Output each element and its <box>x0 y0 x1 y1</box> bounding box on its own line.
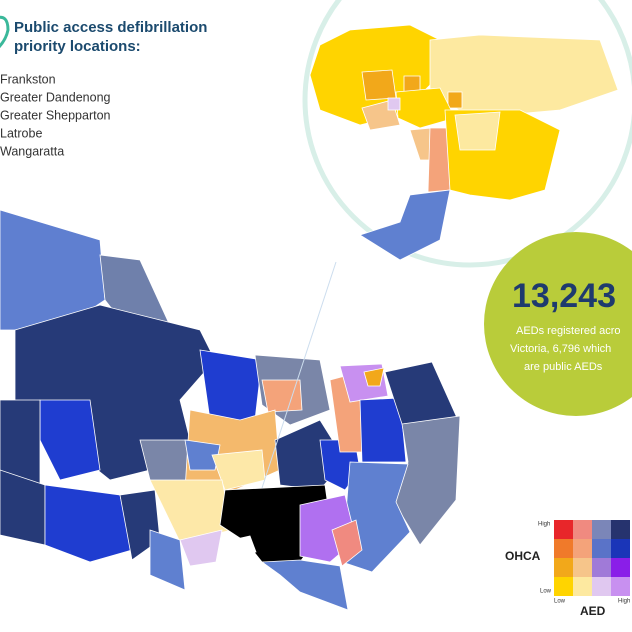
legend-cell <box>611 577 630 596</box>
region <box>359 397 407 463</box>
title-line: Public access defibrillation <box>14 19 207 36</box>
region <box>454 111 501 151</box>
bay <box>231 535 257 557</box>
legend-cell <box>611 520 630 539</box>
legend-label: High <box>538 522 550 528</box>
legend-cell <box>592 558 611 577</box>
legend-cell <box>611 558 630 577</box>
stat-value: 13,243 <box>512 277 616 315</box>
region <box>361 69 397 101</box>
region <box>44 484 133 563</box>
legend-cell <box>554 539 573 558</box>
region <box>393 415 461 546</box>
legend-cell <box>573 577 592 596</box>
location: Greater Dandenong <box>0 90 111 104</box>
legend-cell <box>554 520 573 539</box>
region <box>39 399 101 481</box>
legend-label: High <box>618 599 630 605</box>
victoria-map <box>0 209 461 611</box>
legend-label: Low <box>540 589 552 595</box>
region <box>395 87 456 129</box>
region <box>260 559 349 611</box>
region <box>331 519 363 567</box>
location: Latrobe <box>0 126 42 140</box>
region <box>149 529 186 591</box>
stat-caption: Victoria, 6,796 which <box>510 343 611 355</box>
legend-title: OHCA <box>505 549 541 563</box>
location: Wangaratta <box>0 144 64 158</box>
stat-caption: are public AEDs <box>524 361 603 373</box>
legend-cell <box>573 558 592 577</box>
legend-cell <box>592 577 611 596</box>
legend-cell <box>592 520 611 539</box>
region <box>387 97 401 111</box>
region <box>184 439 221 471</box>
legend-title: AED <box>580 604 606 618</box>
legend-cell <box>554 577 573 596</box>
region <box>261 379 303 413</box>
bivariate-legend <box>554 520 630 596</box>
location: Greater Shepparton <box>0 108 111 122</box>
region <box>359 189 451 261</box>
region <box>199 349 263 421</box>
region <box>447 91 463 109</box>
region <box>403 75 421 93</box>
legend-cell <box>554 558 573 577</box>
region <box>363 367 385 387</box>
legend-cell <box>573 520 592 539</box>
callout-line <box>261 261 337 489</box>
stat-caption: AEDs registered acro <box>516 325 621 337</box>
title-line: priority locations: <box>14 38 141 55</box>
metro-inset-map <box>309 24 619 261</box>
location: Frankston <box>0 72 56 86</box>
region <box>179 529 223 567</box>
legend-cell <box>573 539 592 558</box>
stat-circle <box>484 232 632 416</box>
legend-label: Low <box>554 599 566 605</box>
legend-cell <box>611 539 630 558</box>
legend-cell <box>592 539 611 558</box>
pin-icon <box>0 15 10 49</box>
